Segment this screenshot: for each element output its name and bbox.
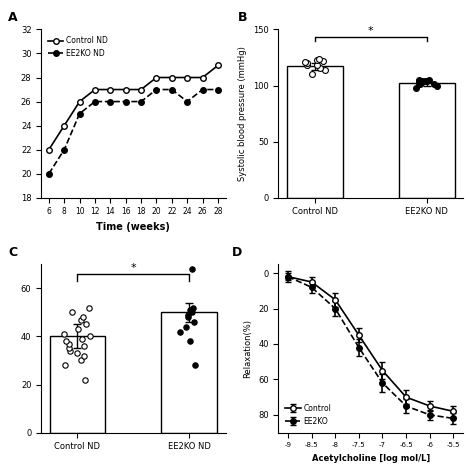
Point xyxy=(61,362,68,369)
Point xyxy=(77,356,85,364)
Point xyxy=(415,76,422,84)
Point xyxy=(316,55,323,63)
Point xyxy=(319,57,327,64)
Point xyxy=(301,58,309,66)
Point xyxy=(176,328,183,336)
EE2KO ND xyxy=(200,87,205,92)
Line: Control ND: Control ND xyxy=(46,63,221,153)
EE2KO ND xyxy=(215,87,221,92)
Point xyxy=(85,304,92,311)
EE2KO ND xyxy=(184,99,190,104)
X-axis label: Time (weeks): Time (weeks) xyxy=(96,222,170,232)
Control ND xyxy=(61,123,67,128)
Bar xyxy=(399,83,455,198)
Point xyxy=(186,306,193,314)
Control ND xyxy=(169,75,174,81)
Point xyxy=(303,59,311,67)
Point xyxy=(423,77,431,85)
EE2KO ND xyxy=(108,99,113,104)
Point xyxy=(188,265,196,273)
Point xyxy=(86,333,93,340)
Text: *: * xyxy=(368,26,374,36)
Point xyxy=(412,84,419,91)
Point xyxy=(65,340,73,347)
EE2KO ND xyxy=(92,99,98,104)
Bar xyxy=(287,66,343,198)
EE2KO ND xyxy=(46,171,52,177)
Control ND xyxy=(184,75,190,81)
Point xyxy=(68,309,76,316)
Point xyxy=(77,316,84,323)
Line: EE2KO ND: EE2KO ND xyxy=(46,87,221,176)
Point xyxy=(82,320,90,328)
EE2KO ND xyxy=(154,87,159,92)
Point xyxy=(81,342,88,350)
Point xyxy=(418,77,426,85)
Point xyxy=(416,78,423,86)
EE2KO ND xyxy=(138,99,144,104)
Text: C: C xyxy=(8,246,17,259)
Point xyxy=(66,347,74,355)
X-axis label: Acetylcholine [log mol/L]: Acetylcholine [log mol/L] xyxy=(311,454,430,463)
Point xyxy=(416,80,423,87)
Bar xyxy=(161,312,217,433)
Control ND xyxy=(200,75,205,81)
Control ND xyxy=(46,147,52,153)
Control ND xyxy=(215,63,221,68)
Point xyxy=(430,81,438,88)
EE2KO ND xyxy=(61,147,67,153)
Control ND xyxy=(123,87,128,92)
Point xyxy=(313,56,321,64)
Point xyxy=(65,345,73,352)
Point xyxy=(79,335,86,343)
Point xyxy=(184,311,191,319)
Y-axis label: Relaxation(%): Relaxation(%) xyxy=(244,319,253,378)
Point xyxy=(433,82,441,89)
Point xyxy=(313,62,321,69)
Text: D: D xyxy=(232,246,243,259)
Point xyxy=(60,330,68,338)
Text: *: * xyxy=(130,263,136,273)
Point xyxy=(308,71,316,78)
Point xyxy=(303,62,311,69)
Control ND xyxy=(92,87,98,92)
Point xyxy=(187,337,194,345)
Y-axis label: Systolic blood pressure (mmHg): Systolic blood pressure (mmHg) xyxy=(238,46,247,181)
Point xyxy=(416,81,424,88)
Point xyxy=(182,323,190,330)
Text: B: B xyxy=(238,11,247,24)
Point xyxy=(73,349,81,357)
EE2KO ND xyxy=(169,87,174,92)
EE2KO ND xyxy=(123,99,128,104)
Point xyxy=(321,66,328,73)
EE2KO ND xyxy=(77,111,82,117)
Point xyxy=(316,64,324,72)
Point xyxy=(81,352,88,359)
Legend: Control, EE2KO: Control, EE2KO xyxy=(283,401,335,429)
Control ND xyxy=(138,87,144,92)
Control ND xyxy=(108,87,113,92)
Bar xyxy=(50,337,105,433)
Point xyxy=(81,376,89,383)
Point xyxy=(184,313,191,321)
Text: A: A xyxy=(8,11,18,24)
Point xyxy=(74,325,82,333)
Control ND xyxy=(77,99,82,104)
Point xyxy=(63,337,70,345)
Point xyxy=(425,76,433,84)
Point xyxy=(190,318,198,326)
Legend: Control ND, EE2KO ND: Control ND, EE2KO ND xyxy=(45,33,111,61)
Point xyxy=(191,362,199,369)
Point xyxy=(190,304,197,311)
Point xyxy=(80,313,87,321)
Point xyxy=(419,78,426,86)
Point xyxy=(421,77,429,85)
Point xyxy=(189,309,196,316)
Control ND xyxy=(154,75,159,81)
